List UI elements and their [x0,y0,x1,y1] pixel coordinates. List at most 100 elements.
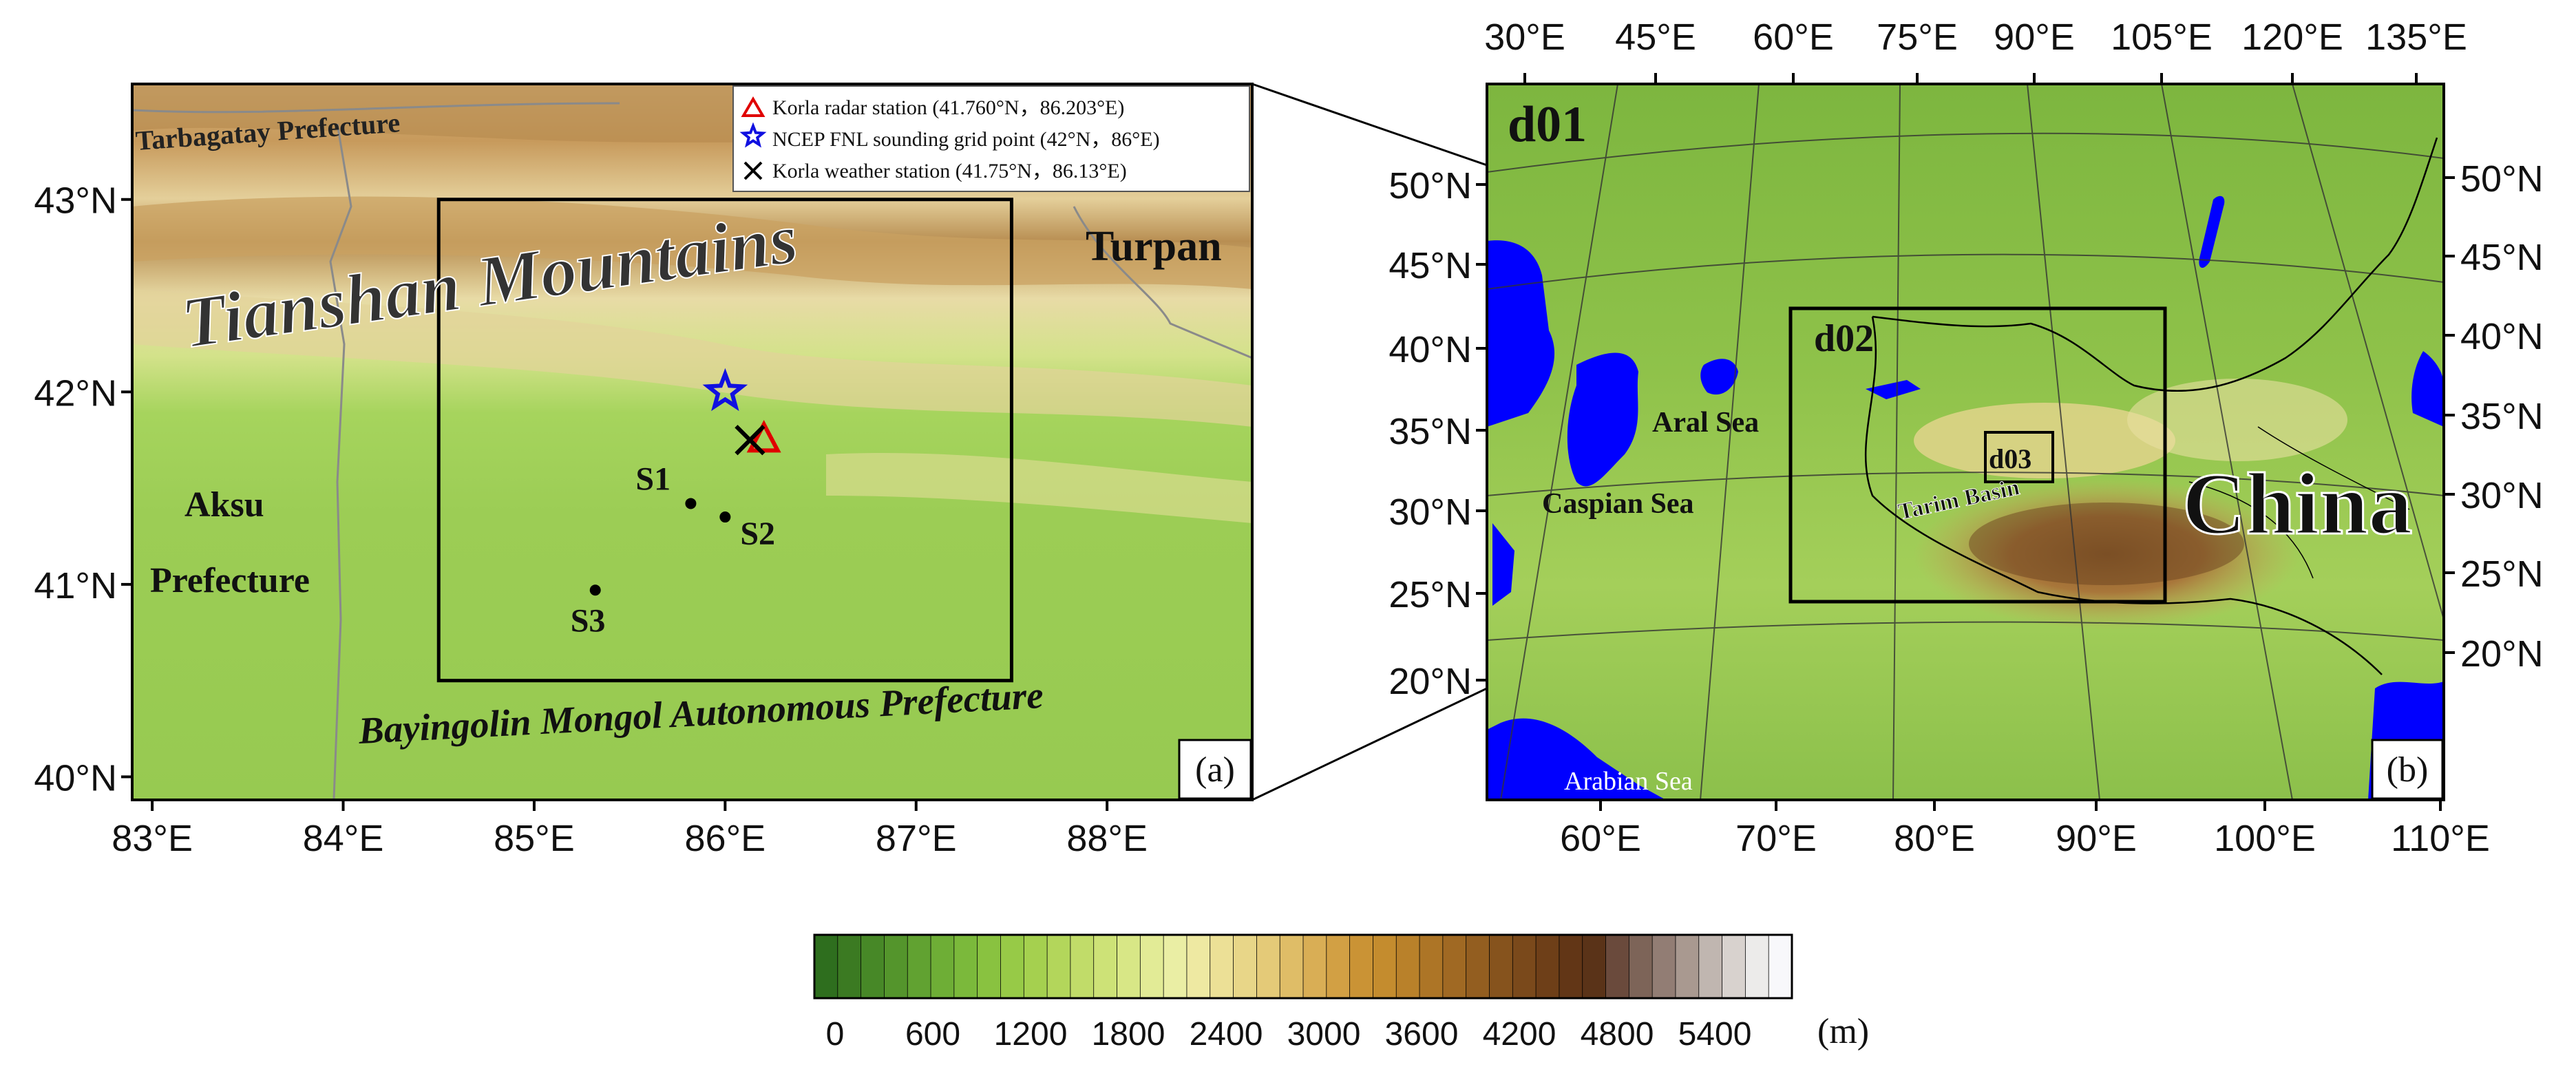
legend-a: Korla radar station (41.760°N，86.203°E) … [732,85,1250,192]
colorbar-swatch [930,934,955,999]
colorbar-swatch [1373,934,1397,999]
baikal-water [2199,196,2225,268]
colorbar: 0 600 1200 1800 2400 3000 3600 4200 4800 5400 (m) [813,933,1869,1053]
lon-tick-label-b-bottom: 60°E [1560,818,1641,859]
label-aksu: Aksu [184,485,264,525]
station-dot-s3 [589,584,601,596]
colorbar-tick-label: 0 [826,1016,845,1053]
colorbar-swatch [977,934,1002,999]
lat-tick-label-b-right: 25°N [2460,553,2544,595]
colorbar-swatch [1559,934,1583,999]
domain-box-a [436,198,1013,683]
tarbagatay-boundary [131,102,620,114]
lat-tick-label-b-left: 45°N [1389,245,1472,286]
lon-tick-label-a: 88°E [1066,818,1148,859]
aksu-boundary [329,123,352,799]
china-south-border [1864,316,2383,675]
colorbar-swatch [1582,934,1607,999]
station-label-s2: S2 [740,516,775,552]
province-borders [2188,426,2410,579]
colorbar-tick-label: 2400 [1190,1016,1263,1053]
colorbar-swatch [1489,934,1514,999]
colorbar-swatch [884,934,909,999]
colorbar-tick-label: 3600 [1385,1016,1459,1053]
lon-tick-label-a: 84°E [303,818,384,859]
label-d03: d03 [1989,443,2031,474]
colorbar-tick-label: 1800 [1092,1016,1165,1053]
colorbar-swatch [1070,934,1095,999]
foothill-band [132,289,1252,427]
colorbar-swatch [1302,934,1327,999]
lon-tick-label-a: 85°E [494,818,575,859]
tianshan-ridge [132,196,1252,289]
colorbar-swatch [814,934,838,999]
tarim-desert [1914,403,2175,478]
colorbar-swatch [907,934,932,999]
colorbar-frame [813,933,1793,1000]
colorbar-swatch [1256,934,1281,999]
lon-tick-label-a: 87°E [876,818,957,859]
gobi-desert [2127,379,2347,461]
legend-weather: Korla weather station (41.75°N，86.13°E) [772,160,1127,182]
colorbar-swatch [1722,934,1746,999]
colorbar-swatch [1419,934,1444,999]
lon-tick-label-b-top: 90°E [1994,17,2075,58]
lon-tick-label-b-top: 45°E [1615,17,1696,58]
lat-tick-label-b-right: 50°N [2460,158,2544,200]
star-icon [739,122,767,148]
colorbar-swatch [1605,934,1630,999]
colorbar-swatch [1279,934,1304,999]
colorbar-swatch [1139,934,1165,999]
legend-sounding: NCEP FNL sounding grid point (42°N，86°E) [772,128,1160,151]
colorbar-swatch [1233,934,1258,999]
lon-tick-label-b-top: 60°E [1753,17,1834,58]
colorbar-swatch [1675,934,1700,999]
radar-triangle-icon [746,419,781,453]
lat-tick-label-b-left: 30°N [1389,492,1472,533]
panel-a-frame [131,83,1254,801]
lat-tick-label-a: 43°N [34,180,117,222]
station-label-s3: S3 [571,602,606,639]
colorbar-swatch [1698,934,1723,999]
zoom-line-bottom [1252,687,1488,801]
station-dot-s2 [719,511,731,523]
colorbar-swatch [1395,934,1421,999]
lat-tick-label-b-left: 35°N [1389,411,1472,452]
lat-tick-label-b-left: 20°N [1389,661,1472,702]
colorbar-swatch [1023,934,1048,999]
colorbar-swatch [837,934,862,999]
colorbar-swatch [1326,934,1351,999]
tibet-high-core [1969,503,2244,585]
lon-tick-label-b-top: 30°E [1484,17,1565,58]
colorbar-tick-label: 5400 [1678,1016,1752,1053]
colorbar-tick-label: 3000 [1287,1016,1361,1053]
zoom-line-top [1252,83,1488,167]
panel-b-label: (b) [2387,750,2429,790]
colorbar-swatch [1117,934,1141,999]
china-north-border [1872,137,2438,392]
colorbar-swatch [1535,934,1560,999]
yellow-sea-water [2411,351,2444,427]
colorbar-swatch [1628,934,1654,999]
label-aksu-prefecture: Prefecture [150,561,310,600]
colorbar-swatch [1744,934,1770,999]
weather-x-icon [735,425,766,456]
label-d02: d02 [1814,317,1874,360]
lat-tick-label-a: 42°N [34,372,117,414]
colorbar-swatch [861,934,885,999]
lat-tick-label-b-left: 50°N [1389,165,1472,207]
colorbar-tick-label: 600 [905,1016,960,1053]
colorbar-swatch [1466,934,1490,999]
panel-b-label-box [2371,739,2444,800]
colorbar-swatch [1349,934,1374,999]
x-mark-icon [743,161,763,180]
station-label-s1: S1 [635,461,671,497]
domain-box-d03 [1984,431,2054,483]
label-china: China [2182,455,2412,553]
lat-tick-label-a: 41°N [34,565,117,606]
colorbar-swatch [1163,934,1187,999]
colorbar-swatch [1000,934,1025,999]
lon-tick-label-b-bottom: 80°E [1894,818,1975,859]
lat-tick-label-b-right: 30°N [2460,475,2544,516]
